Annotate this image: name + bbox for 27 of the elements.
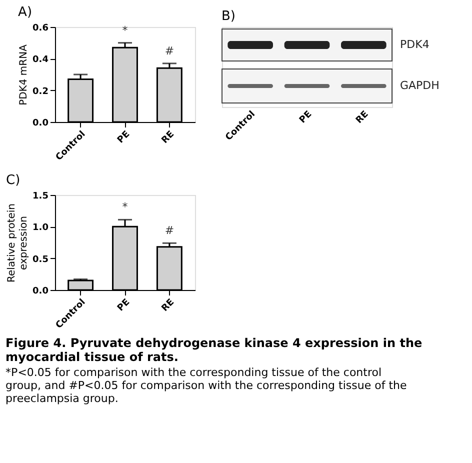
y-tick-label: 0.0: [32, 118, 48, 128]
annotation: *: [122, 200, 128, 214]
y-tick-label: 0.0: [32, 286, 48, 296]
caption: Figure 4. Pyruvate dehydrogenase kinase 4 expression in the myocardial tissue of rats.: [6, 336, 422, 364]
chart-title: C): [6, 173, 20, 188]
text: GAPDH: [400, 79, 440, 92]
y-tick-label: 0.5: [32, 254, 48, 265]
text: *P<0.05 for comparison with the corresponding tissue of the control group, and #P<0.05 for comparison with the corresponding tissue of the preeclampsia group.: [6, 366, 407, 406]
y-tick-label: 0.6: [32, 24, 48, 34]
annotation: #: [164, 224, 174, 238]
category-label: PE: [298, 110, 314, 126]
y-tick-label: 1.0: [32, 223, 48, 234]
x-tick-label: PE: [116, 298, 132, 314]
y-axis-title: PDK4 mRNA: [18, 44, 30, 106]
y-tick-label: 0.2: [32, 86, 48, 97]
text: B): [222, 9, 236, 24]
annotation: *: [122, 24, 128, 37]
y-tick-label: 0.4: [32, 55, 48, 66]
category-label: RE: [354, 110, 371, 126]
chart-title: A): [18, 5, 32, 20]
x-tick-label: RE: [160, 130, 177, 146]
x-tick-label: RE: [160, 298, 177, 314]
annotation: #: [164, 44, 174, 58]
y-axis-title: Relative protein expression: [6, 203, 30, 283]
text: PDK4: [400, 38, 430, 51]
y-tick-label: 1.5: [32, 192, 48, 202]
x-tick-label: PE: [116, 130, 132, 146]
